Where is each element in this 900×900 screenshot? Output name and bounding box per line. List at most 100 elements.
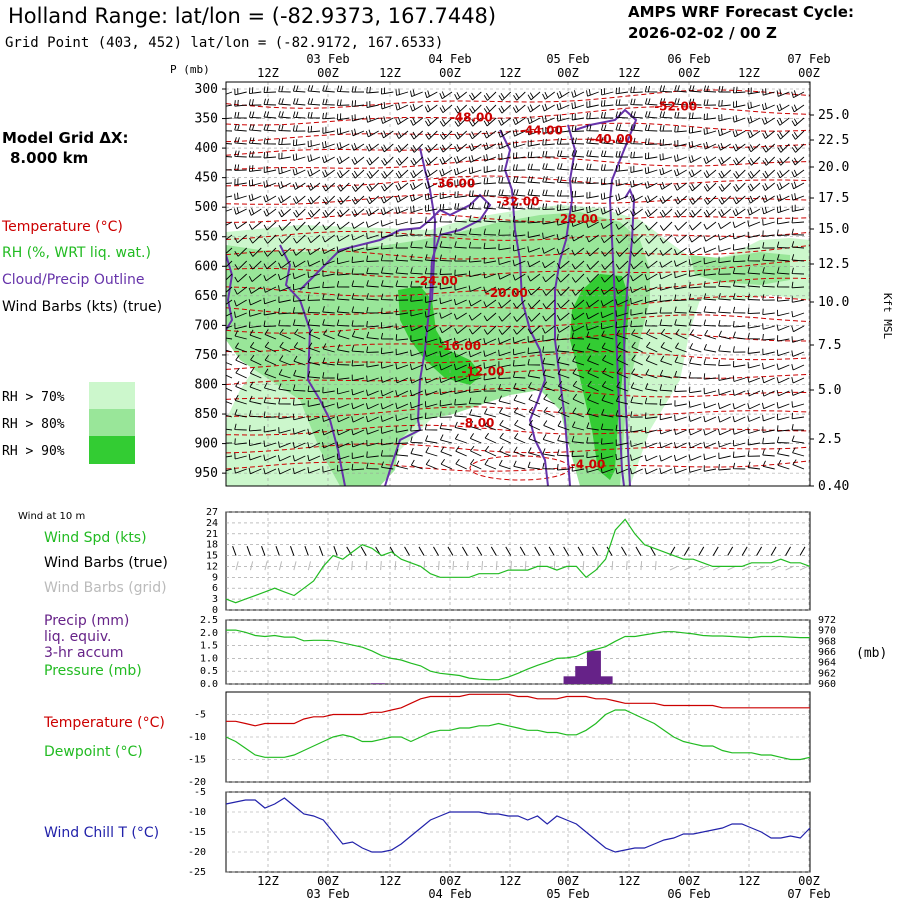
height-tick-label: 25.0 xyxy=(818,108,849,123)
wind-barb xyxy=(483,362,497,369)
wind-barb xyxy=(571,299,585,309)
wind-barb xyxy=(674,234,687,244)
wind-barb xyxy=(732,280,746,288)
wind-barb xyxy=(322,386,335,394)
wind-barb xyxy=(777,335,790,342)
wind-barb xyxy=(644,412,658,419)
wind-barb xyxy=(336,402,350,409)
top-hour-label: 12Z xyxy=(499,66,521,80)
wind-barb xyxy=(644,468,658,475)
wind-barb xyxy=(571,204,585,213)
wind-barb xyxy=(615,321,629,329)
wind-barb xyxy=(615,111,629,119)
wind-barb-true xyxy=(799,546,806,556)
wind-barb xyxy=(380,220,394,227)
wind-barb xyxy=(351,268,365,275)
wind-barb xyxy=(455,446,467,457)
wind-barb xyxy=(410,436,423,444)
temperature-contour xyxy=(226,460,810,472)
wind-barb xyxy=(380,332,394,340)
height-tick-label: 5.0 xyxy=(818,383,841,398)
wind-barb xyxy=(777,309,790,317)
wind-barb xyxy=(307,168,321,177)
wind-barb xyxy=(498,325,512,335)
wind-barb xyxy=(381,231,394,238)
wind-barb xyxy=(498,395,511,405)
wind-barb xyxy=(512,216,526,223)
model-grid-value: 8.000 km xyxy=(10,149,88,167)
wind-barb xyxy=(234,394,247,405)
wind-barb xyxy=(601,409,614,418)
pressure-tick-label: 950 xyxy=(195,466,218,481)
temperature-contour-label: -36.00 xyxy=(432,177,475,191)
wind-barb xyxy=(673,442,687,449)
wind-barb xyxy=(776,363,790,371)
wind-barb xyxy=(498,91,512,101)
temperature-contour xyxy=(226,212,810,223)
wind-barb xyxy=(424,104,438,113)
wind-barb xyxy=(586,163,599,171)
panel-frame xyxy=(225,791,811,873)
model-grid-label: Model Grid ΔX: xyxy=(2,129,129,147)
wind-barb xyxy=(483,117,497,127)
wind-barb xyxy=(439,192,453,200)
wind-barb xyxy=(762,242,775,249)
wind-barb xyxy=(717,402,731,410)
wind-barb xyxy=(322,98,335,106)
wind-barb xyxy=(572,380,585,392)
temperature-contour xyxy=(226,314,810,334)
wind-barb xyxy=(336,387,350,395)
wind-barb xyxy=(630,86,643,94)
wind-barb xyxy=(615,151,628,158)
wind-barb xyxy=(249,342,262,353)
wind-barb xyxy=(322,221,335,231)
wind-barb xyxy=(322,141,335,149)
wind-barb-true xyxy=(621,546,627,556)
wind-barb-true xyxy=(246,545,251,556)
bottom-hour-label: 12Z xyxy=(379,874,401,888)
wind-barb-true xyxy=(756,546,763,556)
wind-barb xyxy=(659,455,673,462)
wind-barb xyxy=(704,329,717,340)
wind-tick-label: 9 xyxy=(212,572,218,583)
wind-barb-true xyxy=(712,546,719,556)
wind-barb xyxy=(439,228,453,236)
wind-barb xyxy=(688,98,702,106)
wind-chill-tick-label: -25 xyxy=(188,867,206,878)
wind-barb xyxy=(703,402,717,409)
wind-barb xyxy=(732,375,746,382)
wind-barb xyxy=(586,451,599,459)
wind-barb-true xyxy=(635,546,642,556)
wind-barb xyxy=(248,286,262,294)
wind-barb xyxy=(542,163,555,171)
wind-barb xyxy=(469,117,482,127)
wind-barb xyxy=(439,434,453,444)
wind-barb xyxy=(513,91,526,101)
wind-barb xyxy=(498,104,512,114)
wind-barb xyxy=(278,208,291,218)
height-tick-labels: 25.0 22.5 20.0 17.5 15.0 12.5 10.0 7.5 5.0 2.5 0.4… xyxy=(810,108,849,494)
wind-barb xyxy=(366,86,379,94)
wind-barb xyxy=(336,280,350,288)
wind-barb xyxy=(674,195,688,205)
wind-barb xyxy=(733,169,746,179)
wind-barb xyxy=(483,385,497,392)
wind-barb xyxy=(527,273,541,282)
temperature-contour xyxy=(226,193,810,205)
wind-barb xyxy=(337,465,350,472)
wind-barb xyxy=(322,319,335,327)
wind-barb xyxy=(703,415,717,423)
wind-barb xyxy=(791,143,805,153)
wind-barb xyxy=(381,322,394,329)
wind-barb xyxy=(674,182,687,191)
wind-barb xyxy=(601,330,614,340)
wind-barb xyxy=(483,130,497,139)
wind-barb xyxy=(718,374,731,381)
panel-frame xyxy=(225,511,811,611)
wind-barb xyxy=(659,139,673,146)
wind-barb xyxy=(717,416,731,423)
wind-barb xyxy=(235,354,247,366)
wind-barb xyxy=(629,468,643,475)
wind-barb xyxy=(528,419,541,431)
pressure-tick-label: 968 xyxy=(818,636,836,647)
